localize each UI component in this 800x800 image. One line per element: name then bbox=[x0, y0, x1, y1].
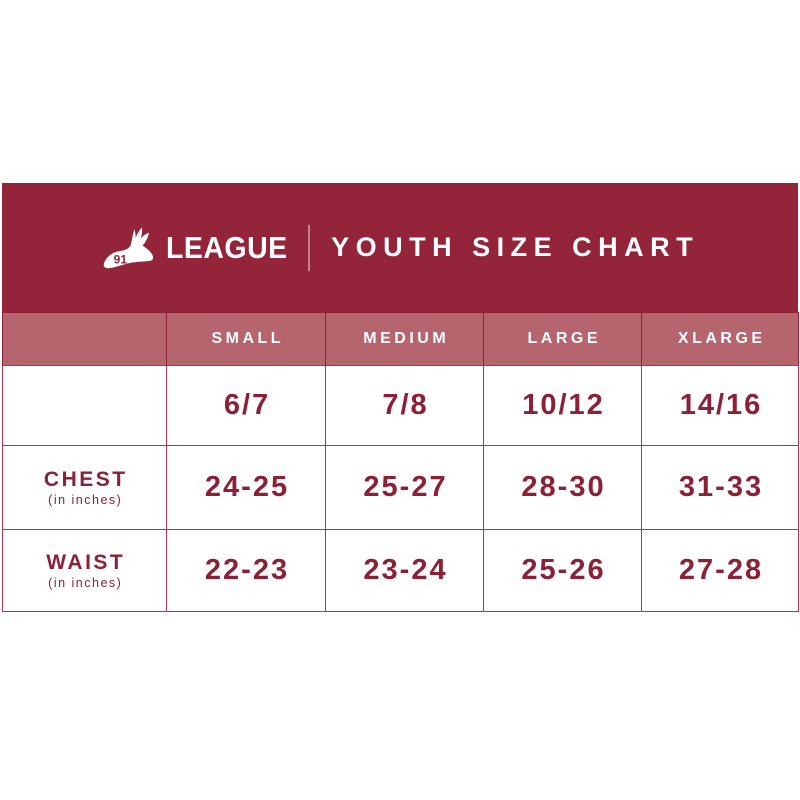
size-value-cell: 7/8 bbox=[325, 365, 484, 446]
row-label-cell-chest: CHEST (in inches) bbox=[2, 445, 167, 530]
size-value-cell: 22-23 bbox=[166, 529, 326, 612]
table-row-age-sizes: 6/7 7/8 10/12 14/16 bbox=[2, 365, 799, 446]
size-header-cell-empty bbox=[2, 312, 167, 366]
size-header-cell-large: LARGE bbox=[483, 312, 642, 366]
size-value-cell: 14/16 bbox=[641, 365, 799, 446]
size-value-cell: 10/12 bbox=[483, 365, 642, 446]
row-label-cell bbox=[2, 365, 167, 446]
size-header-cell-xlarge: XLARGE bbox=[641, 312, 799, 366]
brand-name: LEAGUE bbox=[165, 229, 288, 265]
size-value-cell: 25-26 bbox=[483, 529, 642, 612]
size-value-cell: 31-33 bbox=[641, 445, 799, 530]
size-value-cell: 24-25 bbox=[166, 445, 326, 530]
size-header-cell-medium: MEDIUM bbox=[325, 312, 484, 366]
logo-badge-91: 91 bbox=[114, 252, 128, 266]
size-chart-table: SMALL MEDIUM LARGE XLARGE 6/7 7/8 10/12 … bbox=[2, 312, 799, 612]
row-sublabel: (in inches) bbox=[48, 575, 123, 590]
table-row-chest: CHEST (in inches) 24-25 25-27 28-30 31-33 bbox=[2, 445, 799, 530]
size-value-cell: 28-30 bbox=[483, 445, 642, 530]
size-header-row: SMALL MEDIUM LARGE XLARGE bbox=[2, 312, 799, 366]
size-value-cell: 27-28 bbox=[641, 529, 799, 612]
winged-foot-logo: 91 bbox=[103, 226, 153, 268]
size-header-cell-small: SMALL bbox=[166, 312, 326, 366]
chart-title: YOUTH SIZE CHART bbox=[331, 232, 700, 262]
row-label: WAIST bbox=[46, 551, 126, 575]
row-label: CHEST bbox=[43, 468, 128, 492]
brand-banner: 91 LEAGUE YOUTH SIZE CHART bbox=[2, 183, 798, 312]
size-chart-panel: 91 LEAGUE YOUTH SIZE CHART SMALL MEDIUM … bbox=[2, 183, 799, 612]
separator-bar bbox=[308, 224, 311, 271]
table-row-waist: WAIST (in inches) 22-23 23-24 25-26 27-28 bbox=[2, 529, 799, 612]
size-value-cell: 23-24 bbox=[325, 529, 484, 612]
size-value-cell: 6/7 bbox=[166, 365, 326, 446]
size-value-cell: 25-27 bbox=[325, 445, 484, 530]
row-sublabel: (in inches) bbox=[48, 492, 123, 507]
row-label-cell-waist: WAIST (in inches) bbox=[2, 529, 167, 612]
